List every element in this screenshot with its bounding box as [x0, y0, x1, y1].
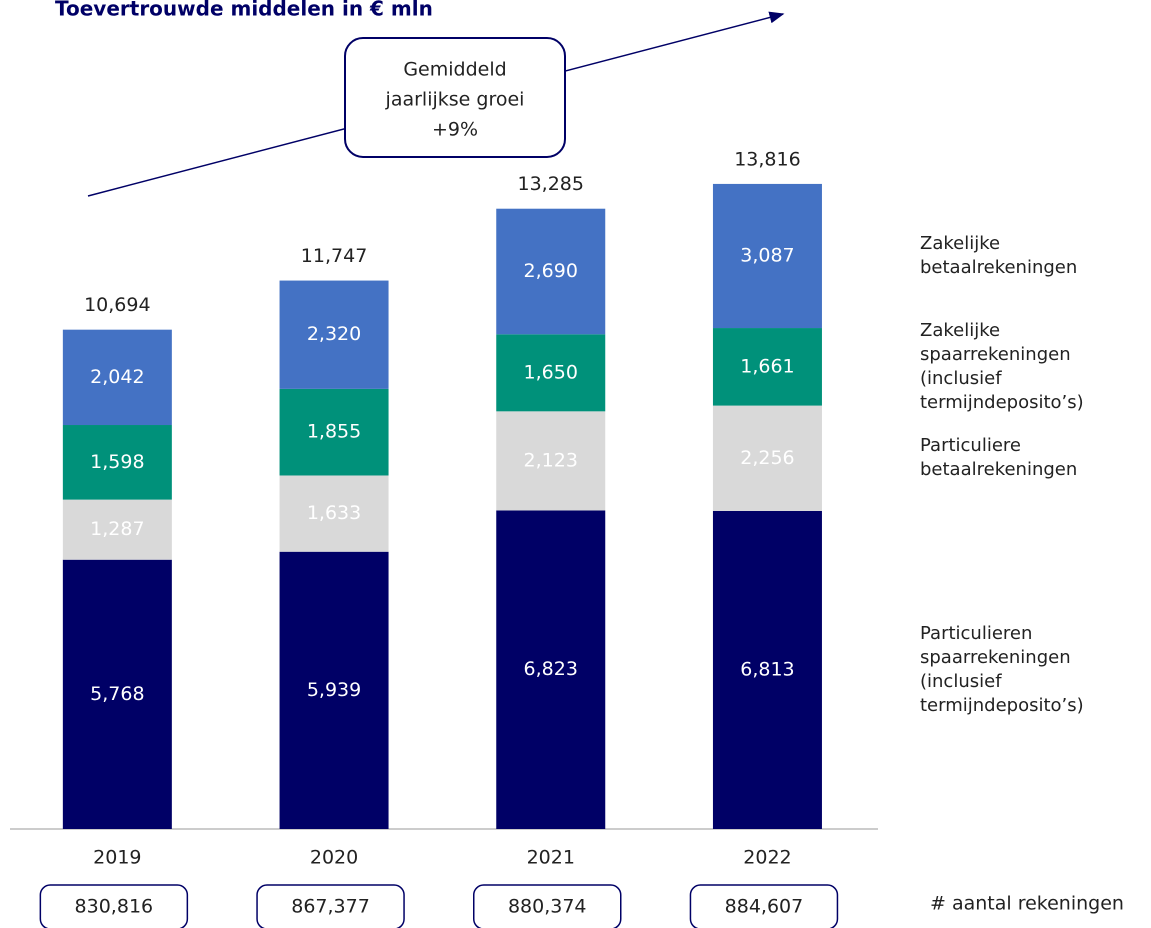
- data-label: 2,123: [524, 449, 578, 471]
- total-label: 10,694: [84, 294, 150, 316]
- data-label: 1,287: [90, 518, 144, 540]
- chart-title: Toevertrouwde middelen in € mln: [55, 0, 433, 21]
- data-label: 5,939: [307, 679, 361, 701]
- data-label: 2,690: [524, 260, 578, 282]
- bar-segment: [279, 551, 389, 829]
- legend-entry: Particulieren spaarrekeningen (inclusief…: [920, 622, 1084, 716]
- data-label: 1,598: [90, 451, 144, 473]
- data-label: 2,256: [740, 447, 794, 469]
- data-label: 3,087: [740, 244, 794, 266]
- bar-segment: [496, 208, 606, 335]
- annotation: +9%: [432, 119, 478, 141]
- data-label: 6,823: [524, 658, 578, 680]
- account-count: 884,607: [725, 896, 804, 918]
- bar-segment: [62, 559, 172, 829]
- data-label: 6,813: [740, 658, 794, 680]
- bar-segment: [712, 510, 822, 829]
- account-box: [473, 884, 622, 928]
- data-label: 1,650: [524, 361, 578, 383]
- account-box: [256, 884, 405, 928]
- bar-segment: [496, 510, 606, 829]
- bar-segment: [496, 411, 606, 511]
- data-label: 2,320: [307, 323, 361, 345]
- total-label: 13,816: [734, 148, 800, 170]
- legend-entry: Particuliere betaalrekeningen: [920, 435, 1078, 481]
- x-tick-label: 2019: [93, 847, 141, 869]
- account-box: [689, 884, 839, 928]
- annotation: jaarlijkse groei: [385, 89, 525, 111]
- data-label: 1,633: [307, 502, 361, 524]
- annotation: Gemiddeld: [403, 59, 506, 81]
- accounts-label: # aantal rekeningen: [930, 893, 1124, 915]
- legend-entry: Zakelijke spaarrekeningen (inclusief ter…: [920, 319, 1084, 413]
- account-count: 880,374: [508, 896, 587, 918]
- data-label: 1,661: [740, 355, 794, 377]
- bar-segment: [279, 475, 389, 552]
- total-label: 11,747: [301, 245, 367, 267]
- legend-entry: Zakelijke betaalrekeningen: [920, 232, 1078, 278]
- x-tick-label: 2021: [527, 847, 575, 869]
- annotation-box: [344, 37, 566, 158]
- bar-segment: [496, 334, 606, 412]
- x-tick-label: 2022: [743, 847, 791, 869]
- account-count: 867,377: [291, 896, 370, 918]
- account-box: [39, 884, 189, 928]
- data-label: 2,042: [90, 366, 144, 388]
- bar-segment: [279, 280, 389, 389]
- bar-segment: [712, 328, 822, 406]
- total-label: 13,285: [518, 173, 584, 195]
- bar-segment: [62, 425, 172, 500]
- account-count: 830,816: [75, 896, 154, 918]
- bar-segment: [712, 405, 822, 511]
- bar-segment: [279, 388, 389, 476]
- bar-segment: [62, 329, 172, 426]
- x-tick-label: 2020: [310, 847, 358, 869]
- data-label: 5,768: [90, 683, 144, 705]
- data-label: 1,855: [307, 421, 361, 443]
- bar-segment: [62, 499, 172, 560]
- bar-segment: [712, 183, 822, 329]
